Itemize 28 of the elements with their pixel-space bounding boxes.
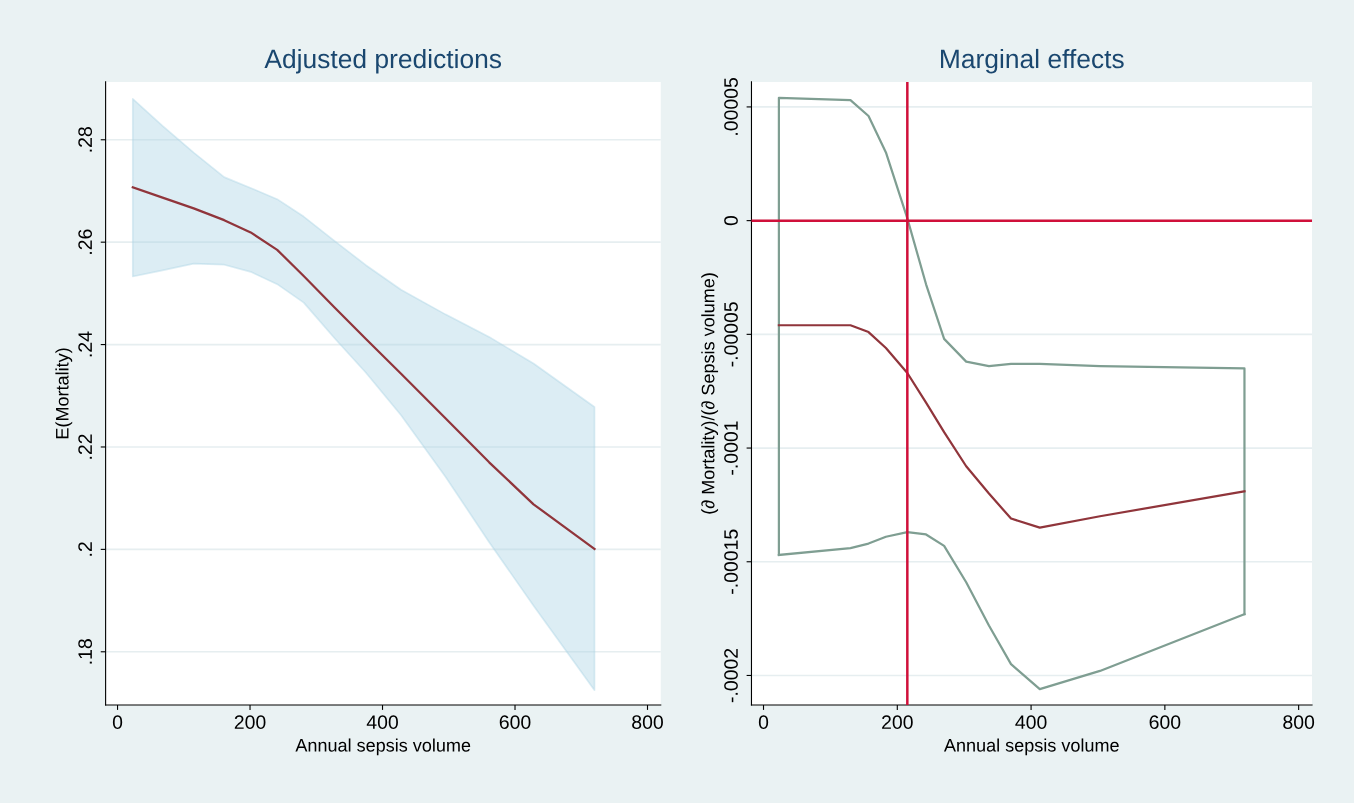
y-tick-label: -.0001 — [724, 421, 738, 475]
y-tick-label: .24 — [78, 331, 92, 357]
x-tick-label: 800 — [1283, 715, 1315, 730]
x-tick-label: 200 — [234, 715, 266, 730]
y-tick-label: .26 — [78, 229, 93, 254]
y-tick-label: .00005 — [724, 78, 738, 135]
y-tick-label: .18 — [78, 639, 93, 664]
x-tick-label: 400 — [366, 715, 398, 730]
x-tick-label: 800 — [632, 715, 663, 730]
x-tick-label: 600 — [1149, 715, 1181, 730]
x-tick-label: 0 — [758, 715, 769, 730]
y-tick-label: -.0002 — [724, 648, 738, 703]
x-tick-label: 600 — [499, 715, 531, 730]
chart-title: Marginal effects — [941, 48, 1124, 74]
y-axis-title: E(Mortality) — [55, 348, 73, 439]
y-axis-title: (∂ Mortality)/(∂ Sepsis volume) — [701, 273, 719, 514]
y-tick-label: .22 — [78, 434, 92, 459]
y-tick-label: -.00015 — [724, 529, 738, 594]
y-tick-label: 0 — [724, 215, 738, 226]
x-tick-label: 400 — [1015, 715, 1047, 730]
x-axis-title: Annual sepsis volume — [943, 738, 1119, 756]
chart-title: Adjusted predictions — [264, 48, 502, 74]
x-tick-label: 0 — [112, 715, 123, 730]
y-tick-label: -.00005 — [724, 302, 738, 367]
y-tick-label: .2 — [78, 542, 92, 556]
y-tick-label: .28 — [78, 127, 93, 152]
x-axis-title: Annual sepsis volume — [295, 738, 471, 756]
x-tick-label: 200 — [882, 715, 913, 730]
